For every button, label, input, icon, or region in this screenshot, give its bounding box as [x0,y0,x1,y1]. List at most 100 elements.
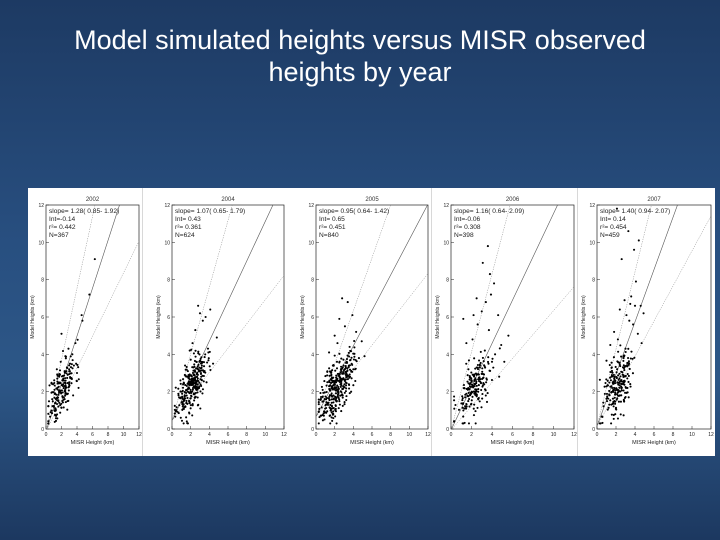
data-point [336,394,339,398]
data-point [639,304,642,307]
data-point [611,386,614,390]
data-point [469,392,473,395]
data-point [482,376,485,379]
data-point [193,385,196,388]
data-point [453,407,456,410]
data-point [339,394,342,397]
data-point [469,382,472,385]
fit-stat-text: slope= 1.16( 0.64- 2.09) [454,208,524,215]
data-point [618,377,621,380]
data-point [346,378,349,381]
data-point [616,397,619,400]
fit-stat-text: N=840 [319,232,339,239]
data-point [618,394,621,397]
data-point [468,375,471,378]
data-point [47,420,50,423]
data-point [317,401,320,404]
data-point [474,372,478,375]
x-tick-label: 4 [491,432,494,438]
data-point [490,378,494,382]
x-tick-label: 0 [315,432,318,438]
x-tick-label: 8 [532,432,535,438]
data-point [477,397,480,400]
data-point [623,375,626,378]
x-tick-label: 2 [333,432,336,438]
data-point [325,390,328,394]
data-point [457,408,461,411]
data-point [65,372,68,375]
data-point [63,371,66,374]
data-point [56,380,59,383]
data-point [462,384,465,387]
x-axis-label: MISR Height (km) [632,440,676,446]
data-point [624,364,627,368]
data-point [191,371,195,375]
data-point [481,261,484,264]
data-point [54,401,57,404]
data-point [182,407,185,410]
data-point [465,342,468,345]
data-point [488,273,491,276]
data-point [494,353,497,356]
data-point [209,308,212,311]
data-point [198,312,202,315]
data-point [480,388,483,392]
data-point [626,386,629,390]
data-point [465,362,468,365]
data-point [336,377,339,380]
data-point [62,379,65,382]
data-point [636,332,639,335]
data-point [197,403,200,406]
data-point [335,360,339,363]
data-point [632,323,635,326]
data-point [634,280,637,283]
data-point [61,391,64,394]
data-point [615,375,618,379]
data-point [196,386,199,389]
data-point [337,386,340,389]
data-point [468,378,471,381]
data-point [337,396,340,399]
data-point [64,377,67,380]
data-point [467,359,470,362]
data-point [77,386,80,389]
slide-title-line-2: heights by year [268,57,452,87]
x-tick-label: 12 [708,432,714,438]
data-point [337,407,340,410]
y-tick-label: 8 [167,278,170,284]
data-point [181,378,185,381]
data-point [352,368,355,371]
data-point [334,396,337,399]
data-point [348,368,352,371]
data-point [605,359,608,362]
data-point [464,405,467,408]
data-point [68,364,71,367]
data-point [467,368,470,371]
data-point [209,368,212,372]
data-point [472,386,475,389]
x-tick-label: 6 [91,432,94,438]
data-point [320,385,323,388]
data-point [332,364,335,367]
y-axis-label: Model Heights (km) [581,295,587,339]
data-point [605,397,608,400]
data-point [616,360,619,363]
data-point [479,361,482,364]
data-point [623,354,626,357]
data-point [623,299,626,302]
fit-stat-text: r²= 0.454 [600,224,627,231]
data-point [461,399,464,402]
data-point [617,381,620,384]
y-tick-label: 0 [167,427,170,433]
data-point [476,323,479,326]
data-point [318,407,321,410]
data-point [184,374,187,377]
data-point [476,406,479,409]
y-tick-label: 6 [592,315,595,321]
data-point [191,388,194,391]
data-point [325,403,329,406]
data-point [339,380,343,383]
y-tick-label: 6 [311,315,314,321]
data-point [330,392,333,395]
data-point [319,398,322,401]
